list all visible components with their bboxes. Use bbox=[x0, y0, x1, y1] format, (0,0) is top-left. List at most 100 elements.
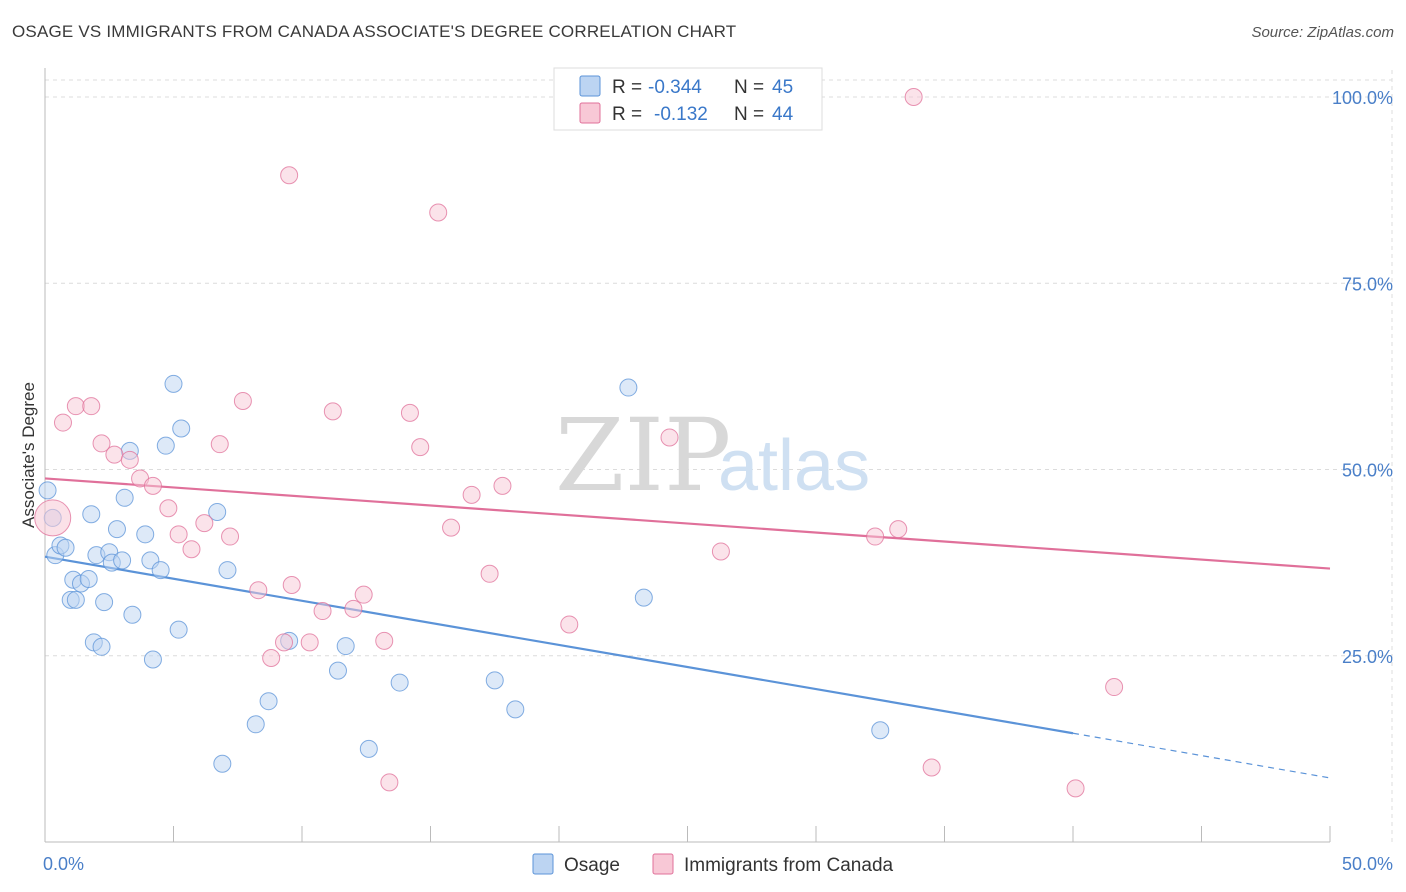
canada-point bbox=[300, 633, 319, 652]
canada-point bbox=[400, 403, 419, 422]
osage-point bbox=[619, 378, 638, 397]
osage-point bbox=[164, 374, 183, 393]
canada-point bbox=[711, 542, 730, 561]
osage-point bbox=[328, 661, 347, 680]
grid-lines bbox=[45, 70, 1393, 842]
osage-point bbox=[218, 561, 237, 580]
canada-point bbox=[275, 633, 294, 652]
trend-lines bbox=[44, 477, 1331, 779]
legend-label-osage: Osage bbox=[564, 855, 620, 876]
osage-point bbox=[390, 673, 409, 692]
canada-point bbox=[889, 520, 908, 539]
osage-point bbox=[82, 505, 101, 524]
osage-point bbox=[634, 588, 653, 607]
osage-point bbox=[259, 692, 278, 711]
canada-point bbox=[105, 445, 124, 464]
canada-point bbox=[429, 203, 448, 222]
x-tick-labels: 0.0% 50.0% bbox=[43, 854, 1393, 874]
osage-point bbox=[336, 637, 355, 656]
canada-point bbox=[354, 585, 373, 604]
legend-swatch-canada bbox=[579, 102, 601, 124]
legend-n-value: 45 bbox=[772, 77, 793, 98]
canada-point bbox=[1105, 678, 1124, 697]
watermark-zip: ZIP bbox=[555, 397, 731, 514]
osage-point bbox=[113, 551, 132, 570]
legend-label-canada: Immigrants from Canada bbox=[684, 855, 894, 876]
legend-r-value: -0.132 bbox=[654, 104, 708, 125]
osage-point bbox=[56, 538, 75, 557]
osage-point bbox=[506, 700, 525, 719]
canada-point bbox=[462, 485, 481, 504]
canada-point bbox=[1066, 779, 1085, 798]
y-tick-label: 25.0% bbox=[1342, 647, 1393, 667]
x-tick-label: 0.0% bbox=[43, 854, 84, 874]
osage-point bbox=[92, 637, 111, 656]
y-tick-labels: 25.0% 50.0% 75.0% 100.0% bbox=[1332, 88, 1393, 667]
canada-point bbox=[262, 648, 281, 667]
canada-point bbox=[169, 525, 188, 544]
stats-legend: R = -0.344 N = 45 R = -0.132 N = 44 bbox=[553, 67, 823, 131]
y-axis-label: Associate's Degree bbox=[19, 382, 38, 528]
x-tick-label: 50.0% bbox=[1342, 854, 1393, 874]
canada-point bbox=[82, 397, 101, 416]
osage-trend-line bbox=[44, 555, 1074, 735]
canada-point bbox=[660, 428, 679, 447]
y-tick-label: 50.0% bbox=[1342, 461, 1393, 481]
legend-swatch-canada bbox=[652, 853, 674, 875]
osage-point bbox=[123, 605, 142, 624]
canada-point bbox=[922, 758, 941, 777]
osage-point bbox=[115, 488, 134, 507]
canada-point bbox=[34, 499, 72, 537]
axes bbox=[44, 68, 1331, 843]
series-legend: Osage Immigrants from Canada bbox=[532, 853, 894, 876]
osage-point bbox=[95, 593, 114, 612]
canada-point bbox=[143, 476, 162, 495]
chart-title: OSAGE VS IMMIGRANTS FROM CANADA ASSOCIAT… bbox=[12, 22, 737, 41]
y-tick-label: 100.0% bbox=[1332, 88, 1393, 108]
legend-r-label: R = bbox=[612, 77, 642, 98]
osage-point bbox=[38, 481, 57, 500]
canada-point bbox=[53, 413, 72, 432]
osage-point bbox=[151, 561, 170, 580]
source-label: Source: ZipAtlas.com bbox=[1251, 24, 1394, 41]
canada-point bbox=[282, 575, 301, 594]
canada-point bbox=[344, 599, 363, 618]
legend-r-value: -0.344 bbox=[648, 77, 702, 98]
y-tick-label: 75.0% bbox=[1342, 274, 1393, 294]
legend-n-value: 44 bbox=[772, 104, 794, 125]
canada-point bbox=[92, 434, 111, 453]
canada-point bbox=[442, 518, 461, 537]
canada-point bbox=[560, 615, 579, 634]
osage-point bbox=[143, 650, 162, 669]
canada-point bbox=[323, 402, 342, 421]
osage-point bbox=[156, 436, 175, 455]
canada-point bbox=[233, 391, 252, 410]
canada-point bbox=[904, 88, 923, 106]
canada-point bbox=[411, 438, 430, 457]
osage-point bbox=[136, 525, 155, 544]
canada-point bbox=[210, 435, 229, 454]
canada-point bbox=[159, 499, 178, 518]
osage-point bbox=[485, 671, 504, 690]
osage-point bbox=[213, 754, 232, 773]
legend-swatch-osage bbox=[579, 75, 601, 97]
canada-point bbox=[493, 476, 512, 495]
data-points bbox=[34, 88, 1124, 798]
watermark: ZIP atlas bbox=[555, 397, 870, 514]
osage-point bbox=[208, 502, 227, 521]
osage-point bbox=[79, 570, 98, 589]
osage-point bbox=[359, 739, 378, 758]
osage-point bbox=[246, 715, 265, 734]
osage-trend-line-extension bbox=[1072, 732, 1331, 779]
canada-point bbox=[66, 397, 85, 416]
canada-point bbox=[380, 773, 399, 792]
canada-point bbox=[280, 166, 299, 185]
osage-point bbox=[172, 419, 191, 438]
osage-point bbox=[871, 721, 890, 740]
canada-point bbox=[195, 514, 214, 533]
canada-trend-line bbox=[44, 477, 1331, 570]
legend-r-label: R = bbox=[612, 104, 642, 125]
canada-point bbox=[120, 450, 139, 469]
watermark-atlas: atlas bbox=[718, 426, 870, 506]
